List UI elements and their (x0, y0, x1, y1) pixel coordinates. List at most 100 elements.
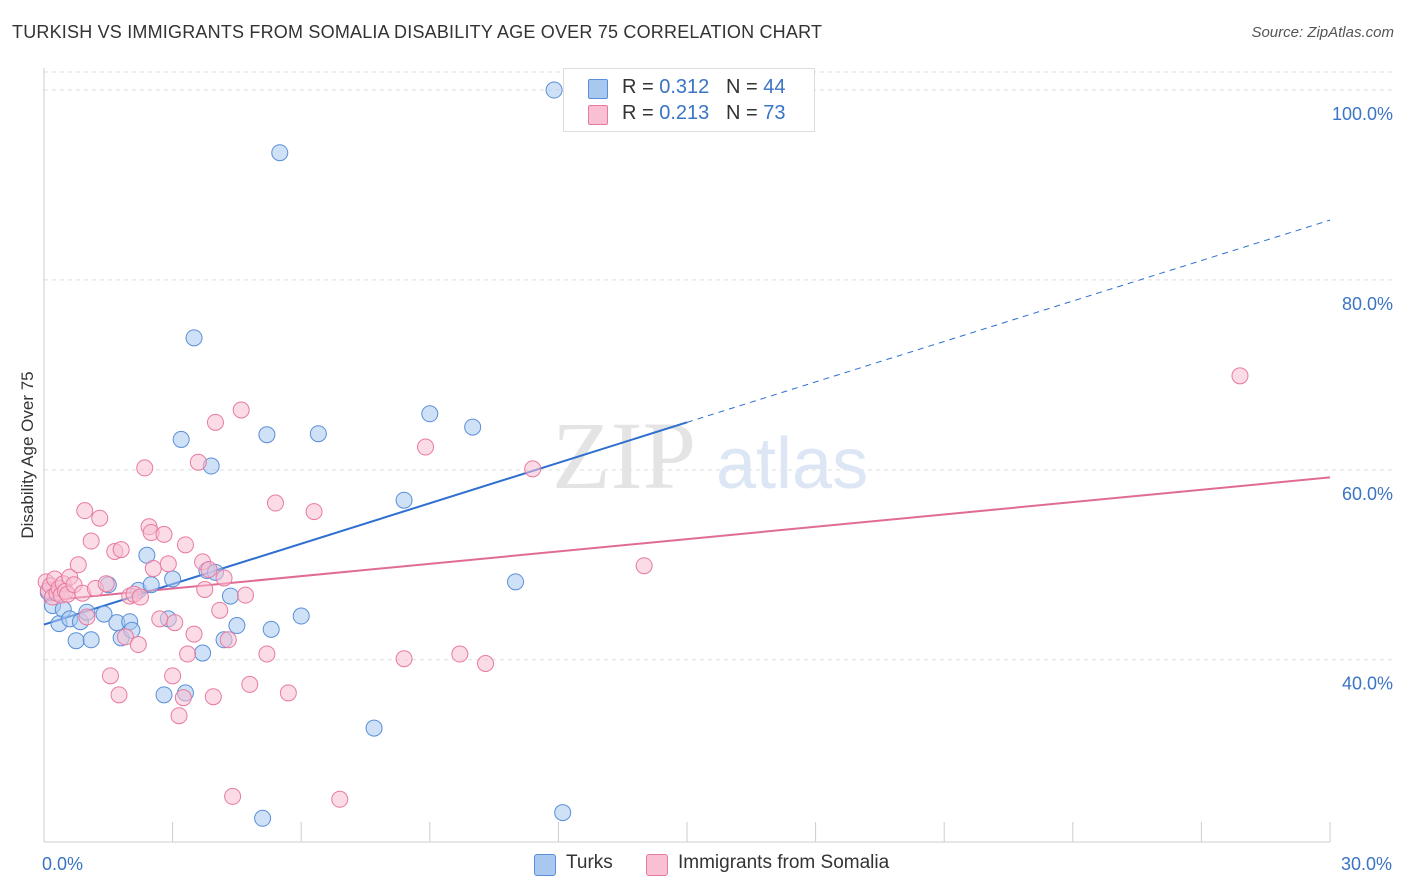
turks-point (67, 632, 85, 650)
legend-swatch-somalia (588, 105, 608, 125)
turks-point (82, 631, 100, 649)
turks-point (554, 804, 572, 822)
somalia-point (136, 459, 154, 477)
somalia-point (524, 460, 542, 478)
watermark: ZIP atlas (552, 402, 868, 509)
turks-trend-extension (686, 219, 1331, 423)
somalia-point (174, 689, 192, 707)
turks-point (254, 809, 272, 827)
r-label: R = (622, 76, 660, 98)
r-value: 0.213 (659, 102, 710, 124)
somalia-point (110, 686, 128, 704)
somalia-point (635, 557, 653, 575)
somalia-point (82, 532, 100, 550)
n-value: 44 (763, 76, 786, 98)
somalia-point (176, 536, 194, 554)
y-tick-label: 100.0% (1332, 104, 1393, 124)
somalia-point (232, 401, 250, 419)
somalia-point (101, 667, 119, 685)
turks-point (262, 620, 280, 638)
axes (43, 68, 1331, 843)
turks-point (464, 418, 482, 436)
somalia-point (200, 561, 218, 579)
somalia-point (159, 555, 177, 573)
turks-point (507, 573, 525, 591)
watermark-atlas: atlas (716, 424, 868, 504)
n-value: 73 (763, 102, 786, 124)
turks-point (395, 491, 413, 509)
y-tick-label: 80.0% (1342, 294, 1393, 314)
somalia-trend-line (43, 476, 1331, 602)
y-axis-label: Disability Age Over 75 (18, 371, 37, 539)
r-value: 0.312 (659, 76, 710, 98)
series-legend: Turks Immigrants from Somalia (0, 852, 1406, 878)
somalia-point (155, 525, 173, 543)
somalia-point (1231, 367, 1249, 385)
somalia-point (166, 614, 184, 632)
somalia-point (116, 628, 134, 646)
somalia-point (189, 453, 207, 471)
data-points (37, 81, 1249, 827)
turks-point (545, 81, 563, 99)
turks-point (258, 426, 276, 444)
stats-legend: R = 0.312 N = 44 R = 0.213 N = 73 (563, 68, 815, 132)
turks-point (95, 605, 113, 623)
legend-swatch-turks (534, 854, 556, 876)
turks-point (421, 405, 439, 423)
turks-point (185, 329, 203, 347)
somalia-point (179, 645, 197, 663)
somalia-point (144, 560, 162, 578)
somalia-point (236, 586, 254, 604)
n-label: N = (725, 76, 764, 98)
somalia-point (129, 636, 147, 654)
somalia-point (206, 413, 224, 431)
turks-point (172, 430, 190, 448)
somalia-point (477, 655, 495, 673)
tick-labels: 40.0% 60.0% 80.0% 100.0% 0.0% 30.0% (42, 104, 1393, 874)
somalia-point (215, 569, 233, 587)
n-label: N = (725, 102, 764, 124)
somalia-point (97, 575, 115, 593)
somalia-point (78, 608, 96, 626)
grid-lines (44, 71, 1392, 661)
legend-swatch-turks (588, 79, 608, 99)
somalia-point (185, 625, 203, 643)
somalia-point (69, 556, 87, 574)
legend-swatch-somalia (646, 854, 668, 876)
somalia-point (451, 645, 469, 663)
somalia-point (266, 494, 284, 512)
trend-lines (43, 219, 1331, 626)
x-tick-label: 30.0% (1341, 854, 1392, 874)
turks-point (155, 686, 173, 704)
somalia-point (395, 650, 413, 668)
watermark-zip: ZIP (552, 402, 696, 509)
x-tick-label: 0.0% (42, 854, 83, 874)
somalia-point (305, 503, 323, 521)
legend-label-somalia: Immigrants from Somalia (678, 852, 890, 873)
turks-point (365, 719, 383, 737)
turks-point (271, 144, 289, 162)
legend-label-turks: Turks (566, 852, 613, 873)
y-tick-label: 40.0% (1342, 674, 1393, 694)
somalia-point (211, 601, 229, 619)
somalia-point (417, 438, 435, 456)
somalia-point (151, 610, 169, 628)
source-label: Source: ZipAtlas.com (1251, 24, 1394, 41)
y-tick-label: 60.0% (1342, 484, 1393, 504)
somalia-point (131, 588, 149, 606)
turks-point (309, 425, 327, 443)
somalia-point (258, 645, 276, 663)
turks-point (228, 617, 246, 635)
somalia-point (279, 684, 297, 702)
somalia-point (170, 707, 188, 725)
turks-point (194, 644, 212, 662)
somalia-point (196, 580, 214, 598)
somalia-point (164, 667, 182, 685)
r-label: R = (622, 102, 660, 124)
somalia-point (219, 631, 237, 649)
somalia-point (112, 541, 130, 559)
turks-point (221, 587, 239, 605)
somalia-point (204, 688, 222, 706)
somalia-point (91, 509, 109, 527)
